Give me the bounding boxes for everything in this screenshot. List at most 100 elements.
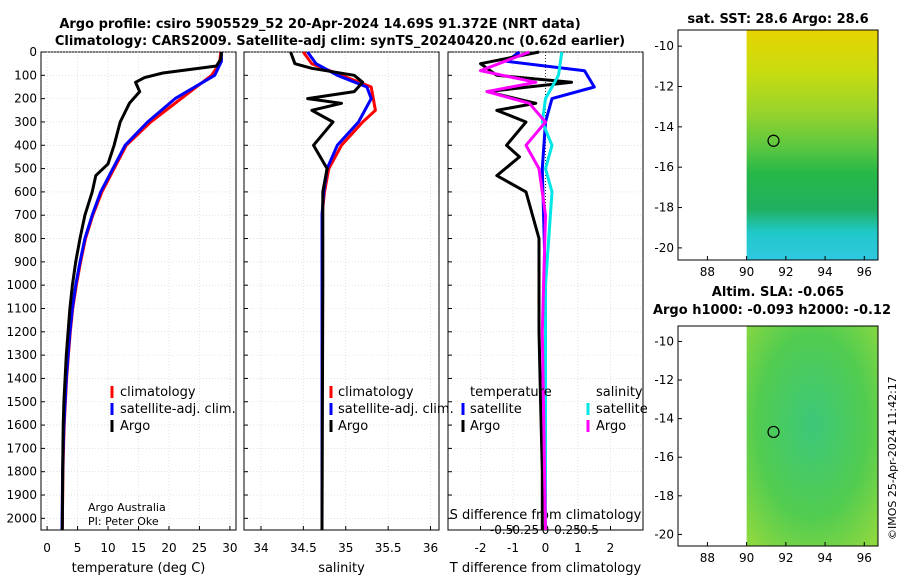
argo-location-marker [767, 425, 780, 439]
map-frame [677, 29, 879, 261]
map-subtitle: Argo h1000: -0.093 h2000: -0.12 [653, 303, 891, 318]
y-tick-label: 1000 [6, 278, 37, 292]
timestamp-label: ©IMOS 25-Apr-2024 11:42:17 [886, 376, 899, 540]
legend-satellite-label: satellite-adj. clim. [120, 402, 236, 417]
series-line-argo [60, 51, 223, 531]
map-title: Altim. SLA: -0.065 [712, 285, 844, 300]
x-top-tick-label: 0.5 [580, 523, 599, 537]
y-tick-label: 300 [14, 115, 37, 129]
y-tick-label: 500 [14, 162, 37, 176]
x-top-tick-label: 0.25 [554, 523, 581, 537]
legend-climatology-label: climatology [120, 385, 196, 400]
plot-frame [40, 51, 237, 531]
series-line-argo [479, 50, 573, 530]
y-tick-label: -18 [654, 489, 674, 503]
map-field [746, 326, 878, 546]
y-tick-label: 700 [14, 208, 37, 222]
x-tick-label: 90 [739, 551, 754, 565]
y-tick-label: 600 [14, 185, 37, 199]
y-tick-label: -14 [654, 412, 674, 426]
x-tick-label: 15 [131, 541, 146, 555]
x-tick-label: 94 [817, 265, 832, 279]
y-tick-label: -16 [654, 450, 674, 464]
x-tick-label: 5 [74, 541, 82, 555]
x-tick-label: 10 [100, 541, 115, 555]
salinity-legend: climatology satellite-adj. clim. Argo [329, 385, 454, 434]
x-tick-label: 88 [700, 265, 715, 279]
legend-satellite-label: satellite-adj. clim. [338, 402, 454, 417]
legend-t-argo-label: Argo [470, 419, 500, 434]
x-axis-label: salinity [318, 561, 365, 576]
y-tick-label: 2000 [6, 511, 37, 525]
sla-map-panel: -10 -12 -14 -16 -18 -20 88 90 92 94 96 Altim. SLA: … [653, 285, 891, 565]
x-tick-label: 34 [253, 541, 268, 555]
x-tick-label: -1 [507, 541, 519, 555]
y-tick-label: 800 [14, 232, 37, 246]
map-title: sat. SST: 28.6 Argo: 28.6 [687, 12, 868, 27]
y-tick-label: 1900 [6, 488, 37, 502]
y-tick-label: 1100 [6, 301, 37, 315]
x-axis-label: T difference from climatology [449, 561, 642, 576]
legend-argo-label: Argo [338, 419, 368, 434]
y-tick-label: -20 [654, 527, 674, 541]
y-tick-label: 1700 [6, 441, 37, 455]
y-tick-label: 400 [14, 138, 37, 152]
figure-title-line2: Climatology: CARS2009. Satellite-adj cli… [55, 34, 625, 49]
legend-salinity-title: salinity [596, 385, 643, 400]
map-field [746, 30, 878, 260]
x-tick-label: 20 [161, 541, 176, 555]
x-tick-label: 34.5 [290, 541, 317, 555]
x-tick-label: 92 [778, 551, 793, 565]
y-tick-label: -10 [654, 39, 674, 53]
x-top-tick-label: -0.25 [508, 523, 539, 537]
y-tick-label: -16 [654, 160, 674, 174]
x-tick-label: 0 [542, 541, 550, 555]
y-tick-label: -12 [654, 373, 674, 387]
legend-s-argo-label: Argo [596, 419, 626, 434]
x-tick-label: 25 [192, 541, 207, 555]
legend-climatology-label: climatology [338, 385, 414, 400]
y-tick-label: -12 [654, 79, 674, 93]
legend-temperature-title: temperature [470, 385, 552, 400]
y-tick-label: 900 [14, 255, 37, 269]
y-tick-label: 1600 [6, 418, 37, 432]
argo-location-marker [767, 134, 780, 147]
difference-legend: temperature satellite Argo salinity sate… [461, 385, 648, 434]
y-tick-label: -14 [654, 120, 674, 134]
legend-t-satellite-label: satellite [470, 402, 522, 417]
x-tick-label: 2 [607, 541, 615, 555]
series-line-satellite [540, 51, 564, 530]
y-tick-label: 0 [29, 45, 37, 59]
y-tick-label: -18 [654, 201, 674, 215]
x-tick-label: 0 [43, 541, 51, 555]
salinity-panel: 34 34.5 35 35.5 36 salinity [243, 51, 440, 576]
sst-map-panel: -10 -12 -14 -16 -18 -20 88 90 92 94 96 sat. SST: 28… [654, 12, 879, 279]
x-tick-label: -2 [475, 541, 487, 555]
x-tick-label: 35 [338, 541, 353, 555]
y-tick-label: 1800 [6, 465, 37, 479]
y-tick-label: 1200 [6, 325, 37, 339]
series-line-argo [479, 50, 547, 531]
temperature-legend: climatology satellite-adj. clim. Argo [110, 385, 236, 434]
series-line-argo [289, 51, 365, 531]
x-tick-label: 1 [574, 541, 582, 555]
x-tick-label: 36 [423, 541, 438, 555]
credit-line2: PI: Peter Oke [88, 515, 159, 528]
legend-s-satellite-label: satellite [596, 402, 648, 417]
x-tick-label: 94 [817, 551, 832, 565]
y-tick-label: 1300 [6, 348, 37, 362]
x-axis-label: temperature (deg C) [72, 561, 206, 576]
x-tick-label: 96 [857, 265, 872, 279]
figure-title-line1: Argo profile: csiro 5905529_52 20-Apr-20… [59, 17, 580, 32]
x-tick-label: 92 [778, 265, 793, 279]
x-tick-label: 96 [857, 551, 872, 565]
temperature-panel: 0100200300400500600700800900100011001200… [6, 45, 237, 576]
y-tick-label: -20 [654, 241, 674, 255]
y-tick-label: 1400 [6, 371, 37, 385]
y-tick-label: -10 [654, 334, 674, 348]
y-tick-label: 200 [14, 92, 37, 106]
legend-argo-label: Argo [120, 419, 150, 434]
x-top-tick-label: -0.5 [490, 523, 513, 537]
